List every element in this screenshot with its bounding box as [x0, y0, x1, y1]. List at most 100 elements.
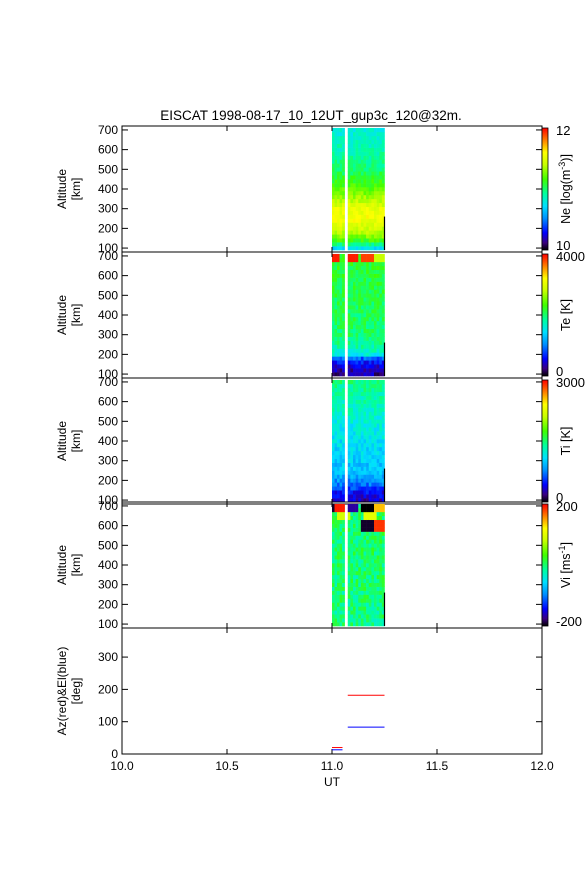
- heatmap-cell: [355, 198, 359, 204]
- heatmap-cell: [342, 167, 345, 172]
- heatmap-cell: [381, 439, 385, 444]
- heatmap-cell: [379, 450, 383, 456]
- heatmap-cell: [342, 555, 345, 560]
- heatmap-cell: [355, 277, 359, 282]
- heatmap-cell: [381, 566, 385, 572]
- heatmap-cell: [371, 539, 375, 544]
- heatmap-cell: [363, 198, 367, 204]
- heatmap-cell: [337, 594, 340, 599]
- heatmap-cell: [379, 446, 383, 452]
- heatmap-cell: [332, 230, 335, 235]
- heatmap-cell: [332, 253, 335, 259]
- heatmap-cell: [374, 395, 377, 400]
- heatmap-cell: [366, 190, 370, 196]
- heatmap-cell: [342, 431, 345, 436]
- heatmap-cell: [353, 297, 356, 302]
- heatmap-cell: [353, 163, 356, 168]
- heatmap-cell: [358, 352, 362, 357]
- heatmap-cell: [334, 324, 338, 330]
- heatmap-cell: [381, 324, 385, 330]
- heatmap-cell: [337, 539, 340, 544]
- heatmap-cell: [332, 582, 335, 587]
- heatmap-cell: [347, 293, 351, 298]
- heatmap-cell: [337, 494, 340, 499]
- heatmap-cell: [366, 411, 370, 416]
- heatmap-cell: [339, 559, 343, 564]
- heatmap-cell: [371, 478, 375, 483]
- heatmap-cell: [342, 340, 345, 345]
- heatmap-cell: [339, 305, 343, 310]
- heatmap-cell: [358, 293, 362, 298]
- heatmap-cell: [376, 206, 380, 211]
- heatmap-cell: [334, 578, 338, 584]
- heatmap-cell: [374, 606, 377, 611]
- heatmap-cell: [360, 210, 364, 215]
- heatmap-cell: [360, 431, 364, 436]
- heatmap-cell: [374, 419, 377, 424]
- heatmap-cell: [355, 602, 359, 607]
- heatmap-cell: [360, 486, 364, 491]
- heatmap-cell: [337, 372, 340, 377]
- heatmap-cell: [379, 478, 383, 483]
- heatmap-cell: [368, 202, 372, 208]
- heatmap-cell: [342, 403, 345, 408]
- heatmap-cell: [360, 360, 364, 365]
- heatmap-cell: [381, 198, 385, 204]
- heatmap-cell: [350, 391, 354, 397]
- heatmap-cell: [342, 507, 345, 513]
- y-tick-label: 200: [98, 682, 118, 696]
- heatmap-cell: [360, 494, 364, 499]
- heatmap-cell: [376, 198, 380, 204]
- heatmap-cell: [347, 187, 351, 192]
- heatmap-cell: [371, 606, 375, 611]
- heatmap-cell: [332, 194, 335, 200]
- heatmap-cell: [366, 297, 370, 302]
- heatmap-cell: [363, 175, 367, 180]
- heatmap-cell: [358, 419, 362, 424]
- heatmap-cell: [334, 466, 338, 471]
- heatmap-cell: [334, 462, 338, 467]
- heatmap-cell: [363, 387, 367, 393]
- heatmap-cell: [342, 183, 345, 188]
- heatmap-cell: [363, 586, 367, 591]
- heatmap-cell: [332, 151, 335, 156]
- heatmap-cell: [381, 257, 385, 263]
- heatmap-cell: [353, 570, 356, 576]
- heatmap-cell: [337, 403, 340, 408]
- heatmap-cell: [371, 431, 375, 436]
- heatmap-cell: [355, 395, 359, 400]
- heatmap-cell: [334, 285, 338, 290]
- heatmap-cell: [334, 570, 338, 576]
- heatmap-cell: [347, 586, 351, 591]
- heatmap-cell: [371, 598, 375, 603]
- heatmap-cell: [376, 535, 380, 540]
- heatmap-cell: [363, 352, 367, 357]
- heatmap-cell: [358, 222, 362, 227]
- heatmap-cell: [334, 190, 338, 196]
- heatmap-cell: [358, 143, 362, 148]
- heatmap-cell: [339, 352, 343, 357]
- heatmap-cell: [334, 167, 338, 172]
- y-tick-label: 400: [98, 308, 118, 322]
- heatmap-cell: [368, 147, 372, 152]
- heatmap-cell: [353, 403, 356, 408]
- heatmap-cell: [342, 498, 345, 503]
- heatmap-cell: [337, 179, 340, 184]
- heatmap-cell: [381, 313, 385, 318]
- heatmap-cell: [366, 214, 370, 219]
- heatmap-cell: [381, 332, 385, 337]
- heatmap-cell: [360, 309, 364, 314]
- heatmap-cell: [355, 450, 359, 456]
- heatmap-cell: [334, 175, 338, 180]
- heatmap-cell: [366, 563, 370, 568]
- heatmap-cell: [363, 360, 367, 365]
- heatmap-cell: [334, 226, 338, 231]
- heatmap-cell: [355, 179, 359, 184]
- heatmap-cell: [347, 590, 351, 595]
- heatmap-cell: [368, 582, 372, 587]
- heatmap-cell: [358, 226, 362, 231]
- heatmap-cell: [381, 395, 385, 400]
- heatmap-cell: [342, 503, 345, 509]
- heatmap-cell: [353, 352, 356, 357]
- heatmap-cell: [334, 610, 338, 615]
